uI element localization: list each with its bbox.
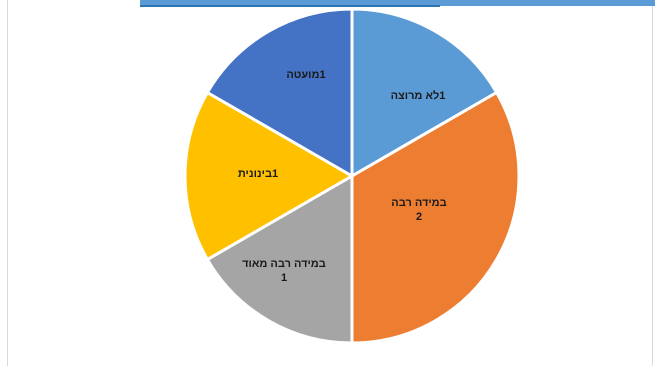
top-banner-strip	[140, 0, 655, 6]
pie-labels: 1לא מרוצה במידה רבה 2 במידה רבה מאוד 1 1בינונ…	[238, 69, 447, 284]
pie-slice-2	[350, 90, 521, 345]
slice-label-1: 1לא מרוצה	[391, 89, 446, 102]
slice-label-4: 1בינונית	[238, 168, 278, 180]
pie-slices	[183, 7, 521, 345]
pie-slice-4	[183, 90, 356, 262]
slice-label-5: 1מועטה	[286, 69, 325, 81]
slice-label-2: במידה רבה 2	[391, 197, 446, 223]
top-banner-edge	[140, 5, 440, 7]
slice-label-3: במידה רבה מאוד 1	[242, 258, 326, 284]
pie-slice-3	[205, 173, 354, 345]
pie-slice-5	[205, 7, 354, 179]
pie-slice-1	[350, 7, 499, 179]
